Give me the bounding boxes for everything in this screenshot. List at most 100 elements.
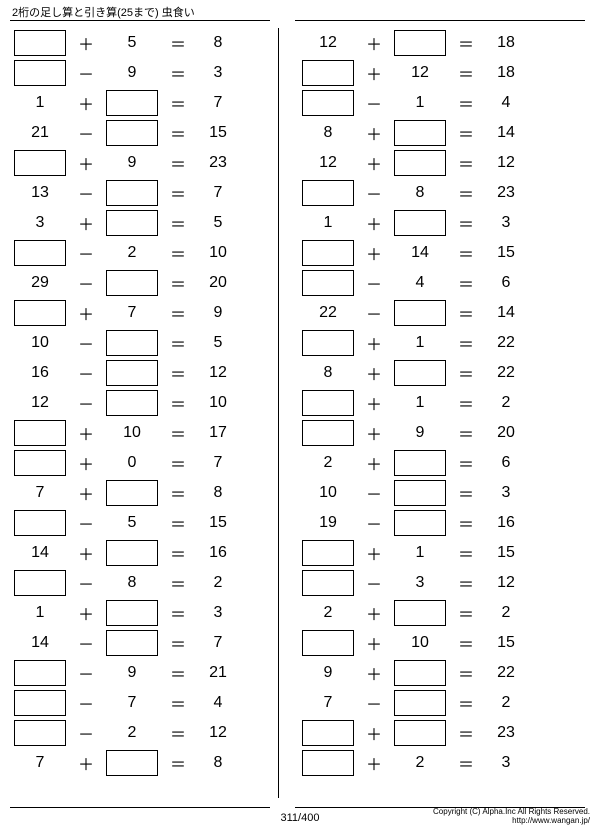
answer-box[interactable] bbox=[394, 450, 446, 476]
answer-box[interactable] bbox=[302, 180, 354, 206]
equals: ＝ bbox=[160, 541, 196, 565]
result: 22 bbox=[484, 334, 528, 352]
operand-a bbox=[300, 270, 356, 296]
operator: ＋ bbox=[68, 601, 104, 625]
operand-b bbox=[392, 480, 448, 506]
answer-box[interactable] bbox=[302, 750, 354, 776]
answer-box[interactable] bbox=[14, 720, 66, 746]
answer-box[interactable] bbox=[14, 690, 66, 716]
result: 15 bbox=[484, 634, 528, 652]
operand-a bbox=[300, 750, 356, 776]
answer-box[interactable] bbox=[106, 480, 158, 506]
answer-box[interactable] bbox=[302, 630, 354, 656]
answer-box[interactable] bbox=[302, 390, 354, 416]
operand-a: 1 bbox=[12, 604, 68, 622]
answer-box[interactable] bbox=[14, 150, 66, 176]
operator: ＋ bbox=[68, 151, 104, 175]
equals: ＝ bbox=[160, 121, 196, 145]
answer-box[interactable] bbox=[394, 360, 446, 386]
answer-box[interactable] bbox=[394, 300, 446, 326]
answer-box[interactable] bbox=[394, 120, 446, 146]
answer-box[interactable] bbox=[106, 540, 158, 566]
result: 6 bbox=[484, 274, 528, 292]
problem-row: －8＝2 bbox=[12, 568, 272, 598]
answer-box[interactable] bbox=[14, 60, 66, 86]
equals: ＝ bbox=[160, 241, 196, 265]
answer-box[interactable] bbox=[106, 630, 158, 656]
result: 3 bbox=[484, 754, 528, 772]
operand-a: 12 bbox=[300, 154, 356, 172]
answer-box[interactable] bbox=[14, 660, 66, 686]
answer-box[interactable] bbox=[394, 600, 446, 626]
answer-box[interactable] bbox=[106, 210, 158, 236]
result: 16 bbox=[196, 544, 240, 562]
operator: ＋ bbox=[356, 631, 392, 655]
problem-row: 14－＝7 bbox=[12, 628, 272, 658]
answer-box[interactable] bbox=[302, 330, 354, 356]
equals: ＝ bbox=[448, 541, 484, 565]
answer-box[interactable] bbox=[106, 600, 158, 626]
operand-a bbox=[300, 630, 356, 656]
answer-box[interactable] bbox=[302, 540, 354, 566]
operand-a bbox=[300, 720, 356, 746]
operand-a: 7 bbox=[12, 484, 68, 502]
equals: ＝ bbox=[448, 661, 484, 685]
answer-box[interactable] bbox=[14, 30, 66, 56]
equals: ＝ bbox=[448, 181, 484, 205]
answer-box[interactable] bbox=[106, 90, 158, 116]
operand-a: 29 bbox=[12, 274, 68, 292]
operand-a: 12 bbox=[300, 34, 356, 52]
operand-a bbox=[12, 720, 68, 746]
answer-box[interactable] bbox=[302, 420, 354, 446]
answer-box[interactable] bbox=[106, 180, 158, 206]
answer-box[interactable] bbox=[106, 330, 158, 356]
answer-box[interactable] bbox=[14, 570, 66, 596]
answer-box[interactable] bbox=[394, 720, 446, 746]
answer-box[interactable] bbox=[302, 60, 354, 86]
answer-box[interactable] bbox=[394, 510, 446, 536]
result: 12 bbox=[484, 154, 528, 172]
answer-box[interactable] bbox=[106, 360, 158, 386]
operator: ＋ bbox=[68, 451, 104, 475]
operator: ＋ bbox=[68, 31, 104, 55]
answer-box[interactable] bbox=[14, 300, 66, 326]
answer-box[interactable] bbox=[394, 480, 446, 506]
problem-row: 13－＝7 bbox=[12, 178, 272, 208]
equals: ＝ bbox=[448, 511, 484, 535]
operand-b bbox=[392, 360, 448, 386]
answer-box[interactable] bbox=[394, 150, 446, 176]
operator: ＋ bbox=[68, 91, 104, 115]
answer-box[interactable] bbox=[106, 270, 158, 296]
result: 8 bbox=[196, 754, 240, 772]
answer-box[interactable] bbox=[302, 240, 354, 266]
operand-a bbox=[300, 390, 356, 416]
answer-box[interactable] bbox=[14, 420, 66, 446]
operand-b: 1 bbox=[392, 544, 448, 562]
answer-box[interactable] bbox=[106, 390, 158, 416]
answer-box[interactable] bbox=[14, 450, 66, 476]
answer-box[interactable] bbox=[394, 660, 446, 686]
operator: ＋ bbox=[356, 751, 392, 775]
operator: ＋ bbox=[356, 241, 392, 265]
answer-box[interactable] bbox=[302, 570, 354, 596]
operand-a bbox=[300, 90, 356, 116]
answer-box[interactable] bbox=[106, 750, 158, 776]
answer-box[interactable] bbox=[394, 690, 446, 716]
problem-row: －7＝4 bbox=[12, 688, 272, 718]
result: 17 bbox=[196, 424, 240, 442]
answer-box[interactable] bbox=[302, 720, 354, 746]
answer-box[interactable] bbox=[394, 30, 446, 56]
answer-box[interactable] bbox=[14, 510, 66, 536]
answer-box[interactable] bbox=[394, 210, 446, 236]
operand-b bbox=[104, 750, 160, 776]
operator: － bbox=[68, 631, 104, 655]
answer-box[interactable] bbox=[14, 240, 66, 266]
result: 15 bbox=[484, 244, 528, 262]
answer-box[interactable] bbox=[302, 90, 354, 116]
problem-row: ＋9＝20 bbox=[300, 418, 560, 448]
operand-a: 3 bbox=[12, 214, 68, 232]
operator: ＋ bbox=[356, 151, 392, 175]
answer-box[interactable] bbox=[302, 270, 354, 296]
answer-box[interactable] bbox=[106, 120, 158, 146]
problem-row: 29－＝20 bbox=[12, 268, 272, 298]
